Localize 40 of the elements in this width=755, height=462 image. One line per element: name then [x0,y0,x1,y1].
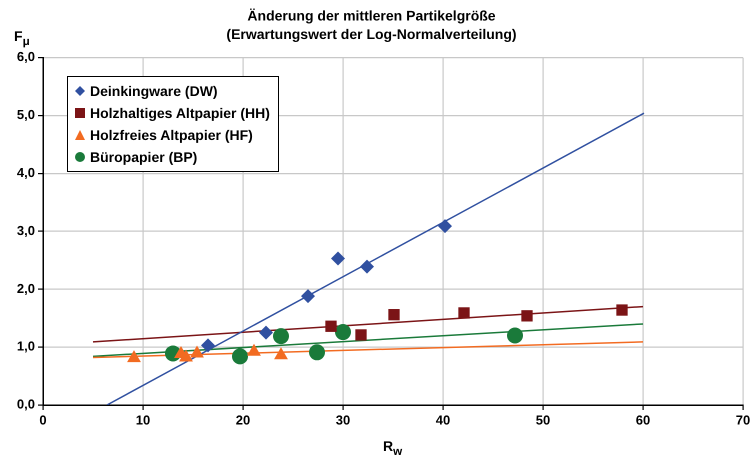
point [507,328,523,344]
point [331,252,345,266]
y-tick-label: 0,0 [16,396,35,412]
x-tick-label: 40 [436,412,450,428]
y-tick-label: 1,0 [16,338,35,354]
point [309,344,325,360]
x-tick-label: 0 [39,412,47,428]
point [201,338,215,352]
point [259,326,273,340]
point [301,289,315,304]
legend-label: Büropapier (BP) [90,149,198,165]
point [335,324,351,340]
chart-title: Änderung der mittleren Partikelgröße [247,7,496,24]
x-tick-label: 30 [336,412,350,428]
y-tick-label: 5,0 [16,107,35,122]
x-axis-title: R$_{w}$ [383,438,402,458]
point [521,310,533,322]
x-tick-label: 60 [636,412,650,428]
point [616,304,628,316]
x-tick-label: 20 [236,412,250,428]
point [232,348,248,364]
y-tick-label: 4,0 [16,164,35,180]
point [360,260,374,274]
y-tick-label: 3,0 [16,222,35,238]
x-tick-label: 70 [736,412,750,428]
y-tick-label: 6,0 [16,49,35,64]
point [438,219,452,234]
x-tick-label: 50 [536,412,550,428]
legend-label: Holzfreies Altpapier (HF) [90,127,253,143]
y-tick-label: 2,0 [16,280,35,296]
y-axis-title: F$_{μ}$ [14,28,30,48]
point [273,328,289,344]
legend-label: Holzhaltiges Altpapier (HH) [90,105,270,121]
legend-label: Deinkingware (DW) [90,83,218,99]
point [388,309,400,320]
point [458,307,470,319]
x-tick-label: 10 [136,412,150,428]
chart-subtitle: (Erwartungswert der Log-Normalverteilung) [226,26,517,42]
point [355,329,367,341]
point [325,320,337,332]
